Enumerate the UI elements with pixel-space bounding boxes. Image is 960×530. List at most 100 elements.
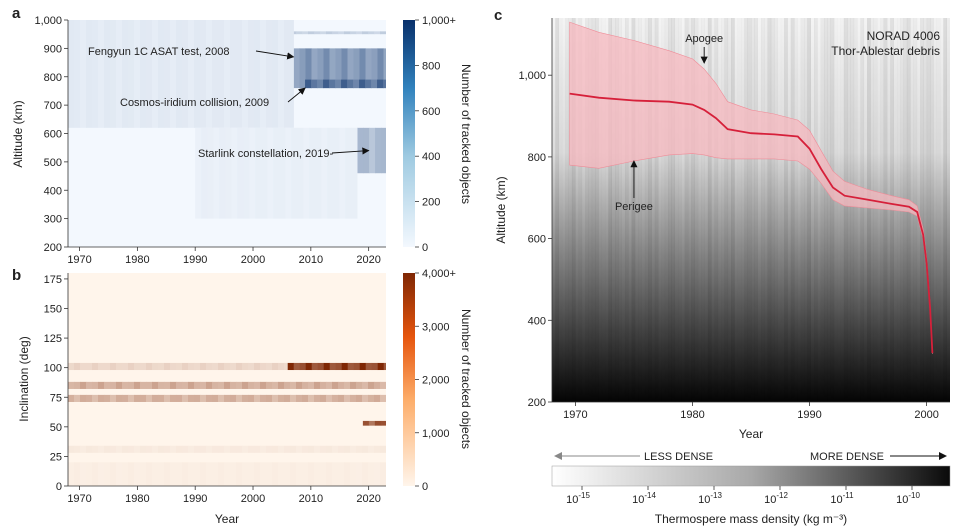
- heatmap-cell: [296, 381, 303, 389]
- heatmap-cell: [362, 394, 369, 402]
- heatmap-cell: [194, 20, 201, 128]
- panel-letter-c: c: [494, 7, 502, 24]
- heatmap-cell: [341, 362, 349, 371]
- heatmap-cell: [170, 462, 177, 486]
- colorbar-tick-label: 0: [422, 242, 428, 254]
- heatmap-cell: [152, 381, 159, 389]
- heatmap-cell: [116, 445, 123, 453]
- panel-b-y-axis-label: Inclination (deg): [17, 336, 31, 421]
- heatmap-cell: [323, 48, 330, 89]
- panel-c-trajectory: 1970 1980 1990 2000 200 400 600 800 1,000 Altit…: [494, 18, 951, 526]
- heatmap-cell: [272, 462, 279, 486]
- heatmap-cell: [182, 362, 189, 371]
- more-dense-label: MORE DENSE: [810, 451, 884, 463]
- heatmap-cell: [140, 445, 147, 453]
- heatmap-cell: [201, 127, 208, 219]
- y-tick-label: 200: [44, 242, 62, 254]
- heatmap-cell: [110, 20, 117, 128]
- heatmap-cell: [207, 127, 214, 219]
- heatmap-cell: [350, 394, 357, 402]
- heatmap-cell: [219, 127, 226, 219]
- heatmap-cell: [170, 20, 177, 128]
- heatmap-cell: [104, 362, 111, 371]
- heatmap-cell: [98, 362, 105, 371]
- heatmap-cell: [374, 381, 381, 389]
- x-tick-label: 2020: [356, 254, 380, 266]
- heatmap-cell: [195, 127, 202, 219]
- y-tick-label: 1,000: [34, 15, 62, 27]
- heatmap-cell: [320, 462, 327, 486]
- heatmap-cell: [290, 445, 297, 453]
- heatmap-cell: [338, 381, 345, 389]
- heatmap-cell: [194, 394, 201, 402]
- heatmap-cell: [380, 31, 386, 35]
- heatmap-cell: [158, 445, 165, 453]
- heatmap-cell: [98, 381, 105, 389]
- heatmap-cell: [261, 127, 268, 219]
- heatmap-cell: [213, 127, 220, 219]
- heatmap-cell: [377, 79, 384, 89]
- heatmap-cell: [287, 362, 295, 371]
- heatmap-cell: [134, 381, 141, 389]
- y-tick-label: 75: [50, 392, 62, 404]
- heatmap-cell: [200, 381, 207, 389]
- heatmap-cell: [188, 394, 195, 402]
- heatmap-cell: [368, 420, 376, 426]
- colorbar-tick-label: 3,000: [422, 321, 450, 333]
- heatmap-cell: [362, 381, 369, 389]
- heatmap-cell: [128, 462, 135, 486]
- heatmap-cell: [290, 20, 294, 128]
- heatmap-cell: [344, 31, 351, 35]
- heatmap-cell: [236, 20, 243, 128]
- heatmap-cell: [362, 445, 369, 453]
- x-tick-label: 1980: [680, 409, 704, 421]
- heatmap-cell: [188, 20, 195, 128]
- heatmap-cell: [146, 381, 153, 389]
- heatmap-cell: [309, 127, 316, 219]
- heatmap-cell: [254, 394, 261, 402]
- heatmap-cell: [128, 20, 135, 128]
- density-tick-label: 10-13: [698, 491, 722, 506]
- heatmap-cell: [230, 20, 237, 128]
- heatmap-cell: [206, 362, 213, 371]
- x-tick-label: 1970: [67, 493, 91, 505]
- heatmap-cell: [296, 394, 303, 402]
- heatmap-cell: [314, 462, 321, 486]
- colorbar-tick-label: 0: [422, 481, 428, 493]
- heatmap-cell: [353, 48, 360, 89]
- heatmap-cell: [128, 381, 135, 389]
- heatmap-cell: [164, 462, 171, 486]
- heatmap-cell: [170, 362, 177, 371]
- heatmap-cell: [302, 31, 309, 35]
- heatmap-cell: [350, 462, 357, 486]
- heatmap-cell: [344, 381, 351, 389]
- y-tick-label: 150: [44, 304, 62, 316]
- heatmap-cell: [68, 462, 75, 486]
- density-tick-label: 10-14: [632, 491, 656, 506]
- heatmap-cell: [212, 362, 219, 371]
- heatmap-cell: [302, 381, 309, 389]
- heatmap-cell: [338, 462, 345, 486]
- heatmap-cell: [86, 394, 93, 402]
- heatmap-cell: [92, 462, 99, 486]
- heatmap-cell: [320, 394, 327, 402]
- heatmap-cell: [98, 20, 105, 128]
- heatmap-cell: [368, 381, 375, 389]
- heatmap-cell: [356, 394, 363, 402]
- heatmap-cell: [362, 31, 369, 35]
- heatmap-cell: [314, 445, 321, 453]
- heatmap-cell: [146, 445, 153, 453]
- panel-b-heatmap: 1970 1980 1990 2000 2010 2020 0 25 50 75 100 125 15…: [17, 268, 473, 526]
- heatmap-cell: [374, 31, 381, 35]
- heatmap-cell: [182, 462, 189, 486]
- heatmap-cell: [122, 462, 129, 486]
- heatmap-cell: [351, 127, 358, 219]
- heatmap-cell: [243, 127, 250, 219]
- y-tick-label: 25: [50, 451, 62, 463]
- heatmap-cell: [365, 48, 372, 89]
- heatmap-cell: [299, 48, 306, 89]
- heatmap-cell: [236, 381, 243, 389]
- y-tick-label: 700: [44, 100, 62, 112]
- heatmap-cell: [284, 20, 291, 128]
- heatmap-cell: [158, 362, 165, 371]
